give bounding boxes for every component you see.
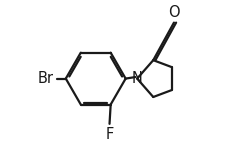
Text: N: N <box>132 71 143 86</box>
Text: F: F <box>105 127 114 142</box>
Text: Br: Br <box>38 71 54 86</box>
Text: O: O <box>168 5 180 20</box>
